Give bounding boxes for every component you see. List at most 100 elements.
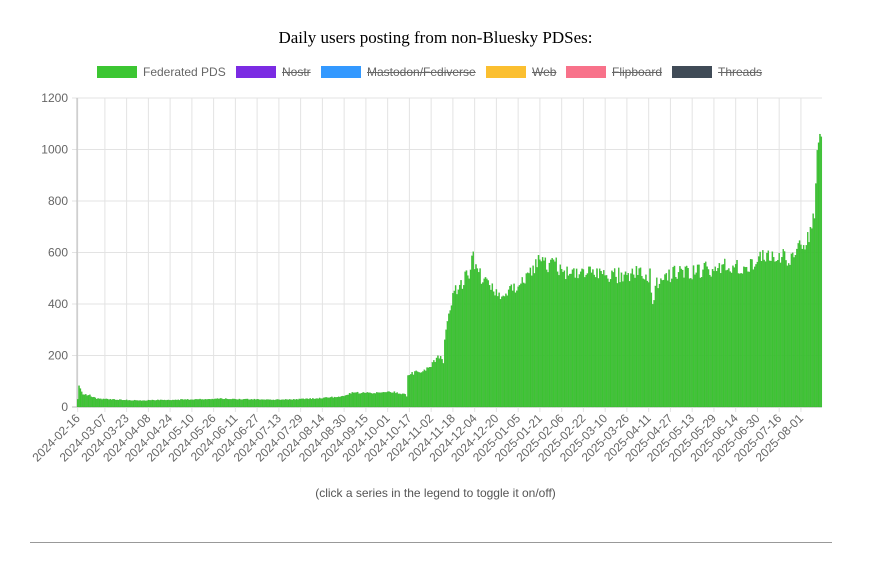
bar [563,270,566,408]
bar [231,398,234,408]
bar [348,393,351,408]
bar [318,397,321,408]
bar [741,273,744,408]
bar [752,269,755,408]
bar [802,245,805,408]
bar [138,400,140,408]
bar [240,399,242,408]
bar [766,252,768,408]
bar [634,277,636,408]
bar [183,399,185,408]
bar [180,399,182,408]
bar [488,285,491,408]
bar [558,275,560,408]
bar [337,396,340,408]
bar [533,273,536,408]
bar [366,392,368,408]
bar [507,289,510,408]
bar [155,400,158,408]
bar [554,261,556,408]
bar [471,255,473,408]
bar [622,281,624,408]
bar [793,257,795,408]
bar [556,271,559,408]
bar [578,274,581,408]
legend-swatch [97,66,137,78]
bar [373,393,375,408]
bar [729,271,731,408]
bar [819,133,821,408]
bar [620,272,623,408]
bar [518,285,521,408]
bar [736,259,738,408]
bar [112,399,114,408]
bar [589,266,591,408]
bar [264,399,266,408]
bar [321,398,324,408]
bar [590,272,593,408]
bar [460,280,462,408]
legend-swatch [566,66,606,78]
bar [401,393,404,408]
bar [189,399,192,408]
bar [382,392,385,408]
bar [748,271,750,408]
bar [548,262,551,408]
bar [144,400,147,408]
bar [257,399,260,408]
bar [236,399,238,408]
bar [743,266,745,408]
bar [291,399,294,408]
bar [615,276,617,408]
bar [768,260,771,408]
bar [710,276,712,408]
bar [150,400,152,408]
bar [196,399,199,408]
bar [427,367,430,408]
bar [115,399,117,408]
bar [304,399,306,408]
bar [252,399,254,408]
bar [596,268,598,408]
bar [732,265,734,408]
bar [457,289,460,408]
bar [392,392,394,408]
legend-label: Threads [718,65,763,79]
bar [188,399,190,408]
bar [475,264,477,408]
bar [653,300,655,408]
bar [465,270,468,408]
bar [511,290,514,408]
legend-label: Federated PDS [143,65,226,79]
bar [98,398,101,408]
bar [158,400,160,408]
bar [778,252,780,408]
bar [336,397,339,408]
bar [612,272,615,408]
bar [448,313,450,408]
bar [208,399,211,408]
bar [219,398,222,408]
bar [434,361,436,408]
bar [666,280,669,408]
bar [570,273,572,408]
bar [314,398,317,408]
bar [113,399,116,408]
bar [536,267,538,408]
bar [774,261,776,408]
bar [215,398,218,408]
bar [635,266,638,408]
bar [792,252,794,408]
bar [340,396,343,408]
bar [560,268,563,408]
bar [320,398,322,408]
bar [501,296,503,408]
bar [255,399,257,408]
bar [422,371,424,408]
bar [343,396,345,408]
bar [525,273,528,408]
bar [100,398,102,408]
bar [820,136,823,408]
bar [358,393,360,408]
bar [316,398,318,408]
